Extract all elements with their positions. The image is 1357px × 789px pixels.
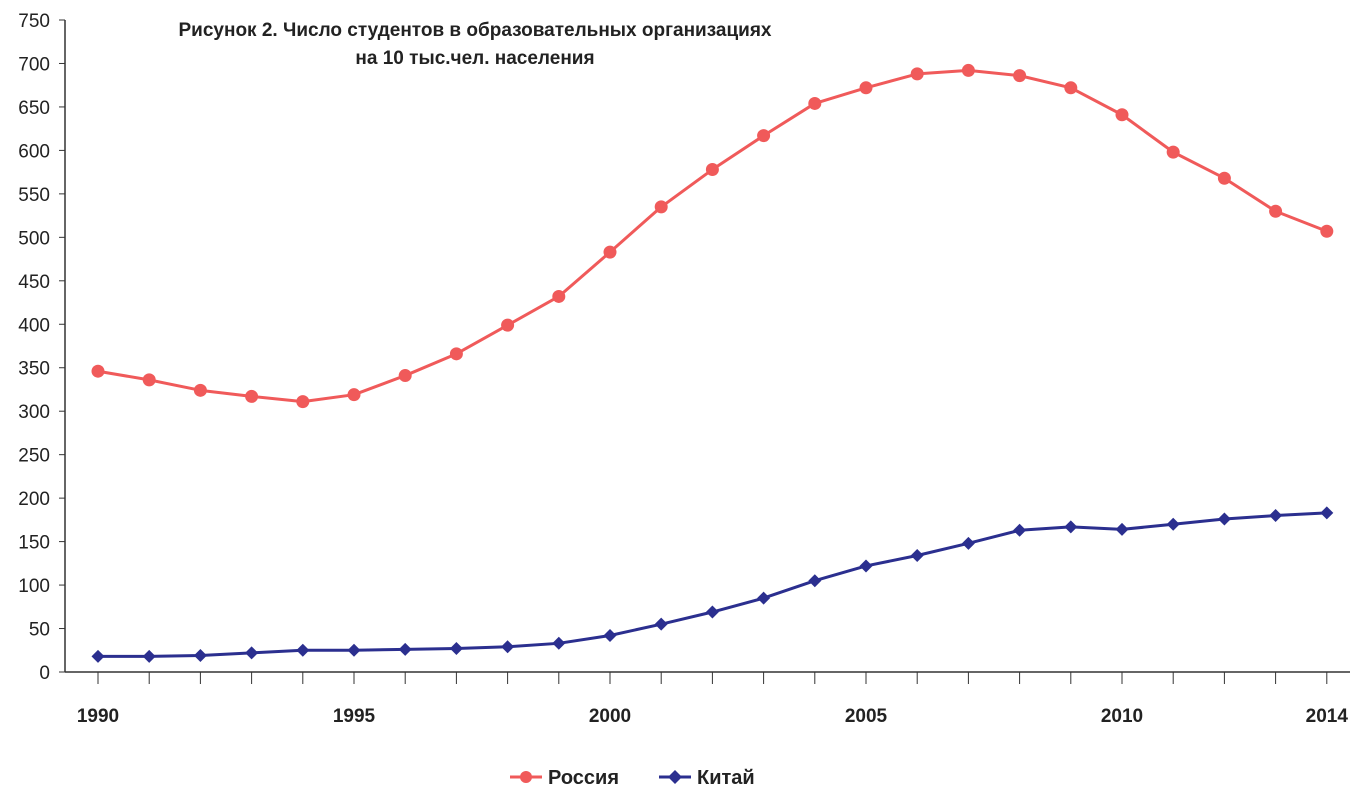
data-point bbox=[143, 373, 156, 386]
data-point bbox=[245, 390, 258, 403]
data-point bbox=[962, 537, 975, 550]
data-point bbox=[706, 163, 719, 176]
data-point bbox=[348, 388, 361, 401]
y-tick-label: 550 bbox=[18, 185, 50, 206]
data-point bbox=[757, 129, 770, 142]
data-point bbox=[296, 395, 309, 408]
x-tick-label: 2000 bbox=[589, 706, 631, 727]
data-point bbox=[1269, 509, 1282, 522]
data-point bbox=[1116, 108, 1129, 121]
y-tick-label: 50 bbox=[29, 620, 50, 641]
data-point bbox=[1013, 524, 1026, 537]
data-point bbox=[1064, 520, 1077, 533]
data-point bbox=[860, 81, 873, 94]
data-point bbox=[911, 67, 924, 80]
y-tick-label: 500 bbox=[18, 228, 50, 249]
data-point bbox=[1218, 512, 1231, 525]
data-point bbox=[1167, 518, 1180, 531]
series-line bbox=[98, 70, 1327, 401]
data-point bbox=[1269, 205, 1282, 218]
y-tick-label: 450 bbox=[18, 272, 50, 293]
data-point bbox=[92, 650, 105, 663]
data-point bbox=[501, 640, 514, 653]
data-point bbox=[296, 644, 309, 657]
data-point bbox=[1320, 506, 1333, 519]
legend-label-russia: Россия bbox=[548, 767, 619, 789]
legend-item-russia: Россия bbox=[510, 767, 619, 789]
x-tick-label: 2014 bbox=[1306, 706, 1349, 727]
data-point bbox=[245, 646, 258, 659]
data-point bbox=[911, 549, 924, 562]
legend-item-china: Китай bbox=[659, 767, 755, 789]
data-point bbox=[1218, 172, 1231, 185]
data-point bbox=[604, 629, 617, 642]
data-point bbox=[348, 644, 361, 657]
data-point bbox=[1167, 146, 1180, 159]
legend: Россия Китай bbox=[510, 767, 755, 789]
y-tick-label: 100 bbox=[18, 576, 50, 597]
y-tick-label: 650 bbox=[18, 98, 50, 119]
data-point bbox=[860, 559, 873, 572]
y-tick-label: 250 bbox=[18, 446, 50, 467]
data-point bbox=[757, 592, 770, 605]
data-point bbox=[399, 643, 412, 656]
data-point bbox=[655, 618, 668, 631]
y-tick-label: 200 bbox=[18, 489, 50, 510]
data-point bbox=[808, 97, 821, 110]
y-tick-label: 600 bbox=[18, 141, 50, 162]
data-point bbox=[194, 384, 207, 397]
series-china bbox=[92, 506, 1334, 662]
x-axis-ticks: 1990 1995 2000 2005 2010 2014 bbox=[77, 672, 1349, 727]
x-tick-label: 1995 bbox=[333, 706, 376, 727]
data-point bbox=[143, 650, 156, 663]
data-point bbox=[655, 200, 668, 213]
data-point bbox=[1116, 523, 1129, 536]
y-tick-label: 300 bbox=[18, 402, 50, 423]
data-point bbox=[552, 290, 565, 303]
data-point bbox=[92, 365, 105, 378]
y-tick-label: 350 bbox=[18, 359, 50, 380]
y-tick-label: 0 bbox=[39, 663, 50, 684]
data-point bbox=[1320, 225, 1333, 238]
y-tick-label: 400 bbox=[18, 315, 50, 336]
data-point bbox=[962, 64, 975, 77]
data-point bbox=[706, 606, 719, 619]
data-point bbox=[399, 369, 412, 382]
data-point bbox=[450, 347, 463, 360]
axes bbox=[65, 20, 1350, 672]
chart-title-line1: Рисунок 2. Число студентов в образовател… bbox=[178, 20, 771, 41]
x-tick-label: 2005 bbox=[845, 706, 888, 727]
data-point bbox=[1064, 81, 1077, 94]
data-point bbox=[194, 649, 207, 662]
series-line bbox=[98, 513, 1327, 656]
data-point bbox=[552, 637, 565, 650]
data-point bbox=[604, 246, 617, 259]
legend-label-china: Китай bbox=[697, 767, 755, 789]
x-tick-label: 2010 bbox=[1101, 706, 1143, 727]
data-point bbox=[1013, 69, 1026, 82]
series-layer bbox=[92, 64, 1334, 663]
series-russia bbox=[92, 64, 1334, 408]
data-point bbox=[501, 319, 514, 332]
chart-title-line2: на 10 тыс.чел. населения bbox=[355, 48, 594, 69]
data-point bbox=[450, 642, 463, 655]
y-tick-label: 750 bbox=[18, 11, 50, 32]
y-tick-label: 150 bbox=[18, 533, 50, 554]
y-tick-label: 700 bbox=[18, 54, 50, 75]
data-point bbox=[808, 574, 821, 587]
y-axis-ticks: 0 50 100 150 200 250 300 350 400 450 500 550 600 650 7… bbox=[18, 11, 65, 684]
x-tick-label: 1990 bbox=[77, 706, 119, 727]
